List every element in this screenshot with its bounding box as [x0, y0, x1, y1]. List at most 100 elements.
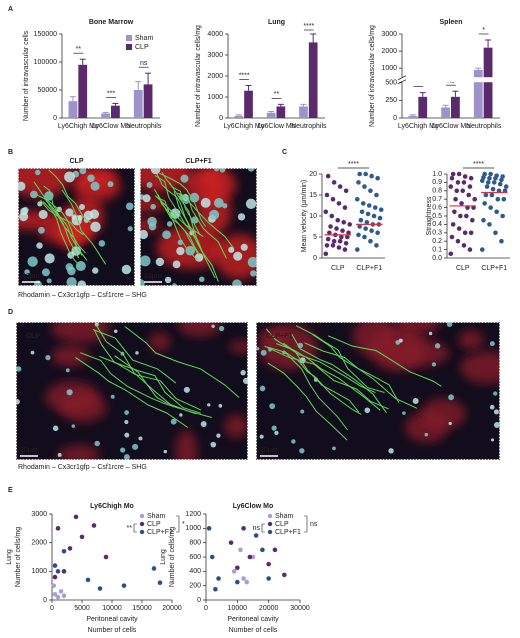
chart-title: Ly6Chigh Mo [90, 503, 134, 510]
cell [64, 171, 75, 183]
x-tick-label: 0 [204, 605, 208, 612]
cell [271, 425, 277, 431]
x-tick-label: Ly6Clow Mo [257, 123, 295, 130]
point [213, 586, 218, 592]
x-tick-label: 10000 [102, 605, 122, 612]
track [95, 324, 197, 415]
y-axis-title: Number of intravascular cells/mg [195, 25, 202, 127]
point [330, 196, 336, 202]
cell [146, 182, 153, 188]
y-tick-label: 0.5 [432, 213, 442, 220]
cell [240, 243, 248, 251]
legend-label: CLP [275, 521, 289, 528]
point [491, 180, 497, 185]
frame [140, 168, 257, 286]
cell [412, 398, 419, 404]
track [92, 329, 177, 384]
cell [36, 242, 43, 249]
y-tick-label: 250 [385, 97, 397, 104]
vessel [149, 331, 171, 352]
point [323, 209, 329, 215]
point [487, 222, 492, 227]
track [42, 201, 81, 267]
vessel [420, 398, 466, 429]
track [157, 194, 199, 254]
track [61, 189, 107, 265]
point [461, 243, 467, 248]
cell [216, 433, 221, 438]
micrograph [16, 322, 248, 460]
bar [473, 69, 483, 118]
point [449, 175, 455, 181]
cell [232, 279, 242, 286]
panel-label: D [8, 309, 13, 316]
y-tick-label: 1000 [31, 568, 47, 575]
cell [448, 421, 452, 426]
point [448, 184, 454, 189]
y-tick-label: 2000 [31, 540, 47, 547]
y-tick-label: 0.1 [432, 246, 442, 253]
cell [219, 168, 226, 173]
point [85, 577, 91, 583]
cell [207, 403, 211, 407]
point [458, 213, 463, 219]
cell [364, 407, 371, 414]
point [450, 222, 456, 227]
y-tick-label: 4000 [207, 31, 223, 38]
legend-label: CLP+F1 [147, 529, 173, 536]
cell [124, 420, 129, 425]
micrograph-title: CLP+F1 [266, 333, 292, 340]
cell [199, 276, 205, 283]
cell [163, 449, 168, 454]
point [501, 196, 507, 202]
significance: * [182, 521, 185, 528]
point [337, 238, 343, 244]
bar [133, 90, 143, 118]
significance: ** [76, 46, 82, 53]
point [368, 238, 373, 244]
cell [16, 366, 22, 372]
bar [418, 96, 428, 118]
cell [121, 264, 132, 275]
point [470, 217, 475, 223]
track [178, 193, 235, 249]
cell [124, 432, 130, 438]
x-axis-title: Number of cells [88, 627, 137, 634]
vessel [458, 330, 484, 350]
cell [45, 355, 51, 361]
axis-break-mark [397, 75, 407, 81]
point [481, 217, 486, 223]
point [52, 591, 58, 597]
point [371, 213, 377, 219]
significance: **** [473, 161, 484, 168]
y-tick-label: 0.6 [432, 204, 442, 211]
point [228, 540, 234, 545]
y-tick-label: 0 [53, 115, 57, 122]
vessel [175, 429, 198, 460]
vessel [58, 445, 101, 460]
chart-title: Spleen [440, 19, 463, 26]
point [79, 534, 85, 540]
cell [67, 266, 76, 276]
cell [219, 325, 225, 332]
scale-label: 20µm [20, 447, 38, 454]
point [467, 184, 473, 189]
vessel [140, 168, 191, 193]
cell [66, 389, 73, 396]
point [324, 192, 330, 198]
cell [243, 377, 248, 384]
point [341, 220, 347, 225]
x-tick-label: 0 [50, 605, 54, 612]
chart-title: Bone Marrow [89, 19, 134, 26]
x-tick-label: 15000 [132, 605, 152, 612]
y-tick-label: 600 [189, 554, 201, 561]
point [456, 171, 462, 177]
panel-label: B [8, 149, 13, 156]
legend-label: CLP [135, 44, 149, 51]
y-tick-label: 500 [385, 80, 397, 87]
point [346, 230, 351, 236]
y-tick-label: 200 [189, 583, 201, 590]
y-tick-label: 0.0 [432, 255, 442, 262]
y-axis-title: Straightness [426, 196, 433, 235]
